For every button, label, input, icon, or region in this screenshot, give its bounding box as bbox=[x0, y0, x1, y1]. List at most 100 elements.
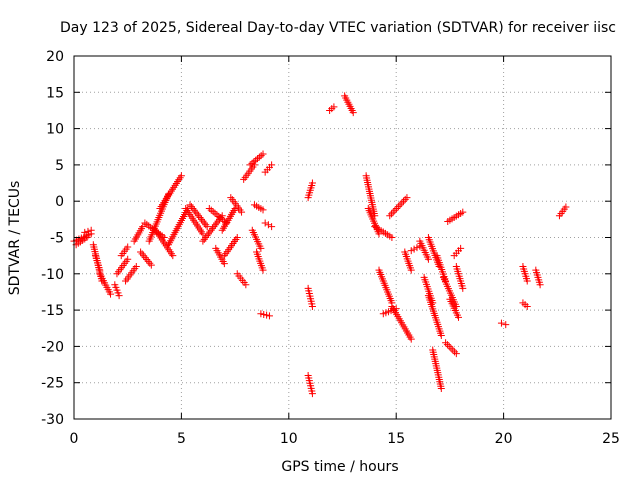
data-point bbox=[202, 234, 210, 241]
y-tick-label: 15 bbox=[46, 85, 64, 101]
data-point bbox=[447, 344, 455, 352]
data-point bbox=[213, 219, 221, 227]
data-point bbox=[264, 221, 272, 229]
data-point bbox=[132, 263, 140, 271]
data-point bbox=[189, 204, 197, 212]
data-point bbox=[388, 234, 396, 241]
data-point bbox=[202, 221, 210, 229]
data-point bbox=[169, 252, 177, 260]
data-point bbox=[83, 234, 91, 241]
data-point bbox=[536, 281, 544, 289]
data-point bbox=[449, 346, 457, 354]
data-point bbox=[146, 259, 154, 267]
data-point bbox=[263, 311, 271, 319]
data-point bbox=[410, 245, 418, 253]
y-tick-labels: -30 -25 -20 -15 -10 -5 0 5 10 15 20 bbox=[41, 49, 64, 428]
data-point bbox=[424, 255, 432, 263]
data-point bbox=[396, 201, 404, 209]
data-point bbox=[207, 206, 215, 214]
data-point bbox=[452, 350, 460, 358]
data-point bbox=[407, 335, 415, 343]
data-point bbox=[209, 208, 217, 216]
x-tick-labels: 0 5 10 15 20 25 bbox=[70, 431, 620, 447]
data-point bbox=[502, 321, 510, 329]
data-point bbox=[204, 230, 212, 238]
data-point bbox=[254, 155, 262, 163]
data-point bbox=[192, 208, 200, 216]
data-point bbox=[451, 348, 459, 356]
data-point bbox=[349, 109, 357, 117]
data-point bbox=[393, 204, 401, 212]
data-point bbox=[386, 212, 394, 220]
x-tick-label: 20 bbox=[495, 431, 513, 447]
data-point bbox=[401, 195, 409, 203]
x-tick-label: 10 bbox=[280, 431, 298, 447]
data-point bbox=[144, 257, 152, 265]
data-point bbox=[124, 255, 132, 263]
data-point bbox=[200, 219, 208, 227]
data-point bbox=[203, 232, 211, 240]
data-point bbox=[391, 206, 399, 214]
data-point bbox=[562, 203, 570, 211]
data-point bbox=[195, 212, 203, 220]
data-point bbox=[407, 247, 415, 255]
y-tick-label: 0 bbox=[55, 194, 64, 210]
data-point bbox=[259, 206, 267, 214]
data-point bbox=[437, 385, 445, 393]
data-point bbox=[138, 250, 146, 258]
data-point bbox=[523, 302, 531, 310]
chart-title: Day 123 of 2025, Sidereal Day-to-day VTE… bbox=[60, 20, 616, 36]
data-point bbox=[403, 194, 411, 202]
data-point bbox=[220, 260, 228, 268]
y-tick-label: -5 bbox=[50, 231, 64, 247]
data-point bbox=[206, 228, 214, 236]
data-point bbox=[140, 252, 148, 260]
data-point bbox=[197, 215, 205, 223]
x-tick-label: 25 bbox=[602, 431, 620, 447]
data-point bbox=[259, 150, 267, 158]
data-point bbox=[199, 237, 207, 245]
y-tick-label: -10 bbox=[41, 267, 64, 283]
data-point bbox=[268, 161, 276, 169]
data-point bbox=[443, 341, 451, 349]
x-tick-label: 5 bbox=[177, 431, 186, 447]
data-point bbox=[205, 204, 213, 212]
y-tick-label: -15 bbox=[41, 303, 64, 319]
data-point bbox=[177, 172, 185, 180]
grid-lines bbox=[74, 56, 611, 419]
y-tick-label: 10 bbox=[46, 122, 64, 138]
data-point bbox=[437, 332, 445, 340]
x-tick-label: 15 bbox=[387, 431, 405, 447]
data-point bbox=[242, 281, 250, 289]
data-point bbox=[207, 226, 215, 234]
data-point bbox=[200, 235, 208, 243]
data-point bbox=[139, 223, 147, 231]
data-point bbox=[389, 208, 397, 216]
data-point bbox=[413, 244, 421, 252]
data-point bbox=[115, 292, 123, 300]
data-point bbox=[124, 243, 132, 251]
data-point bbox=[308, 302, 316, 310]
data-point bbox=[193, 210, 201, 218]
data-point bbox=[457, 244, 465, 252]
data-point bbox=[252, 156, 260, 164]
data-point bbox=[497, 319, 505, 327]
y-axis-title: SDTVAR / TECUs bbox=[7, 181, 23, 296]
x-axis-title: GPS time / hours bbox=[281, 459, 398, 475]
data-marks bbox=[70, 92, 570, 398]
data-point bbox=[445, 342, 453, 350]
data-point bbox=[137, 248, 145, 256]
data-point bbox=[308, 179, 316, 187]
y-tick-label: -25 bbox=[41, 376, 64, 392]
data-point bbox=[186, 201, 194, 209]
data-point bbox=[203, 223, 211, 231]
data-point bbox=[143, 255, 151, 263]
data-point bbox=[260, 310, 268, 318]
data-point bbox=[523, 277, 531, 285]
data-point bbox=[265, 312, 273, 320]
data-point bbox=[261, 219, 269, 227]
data-point bbox=[259, 266, 267, 274]
y-tick-label: 20 bbox=[46, 49, 64, 65]
data-point bbox=[199, 217, 207, 225]
